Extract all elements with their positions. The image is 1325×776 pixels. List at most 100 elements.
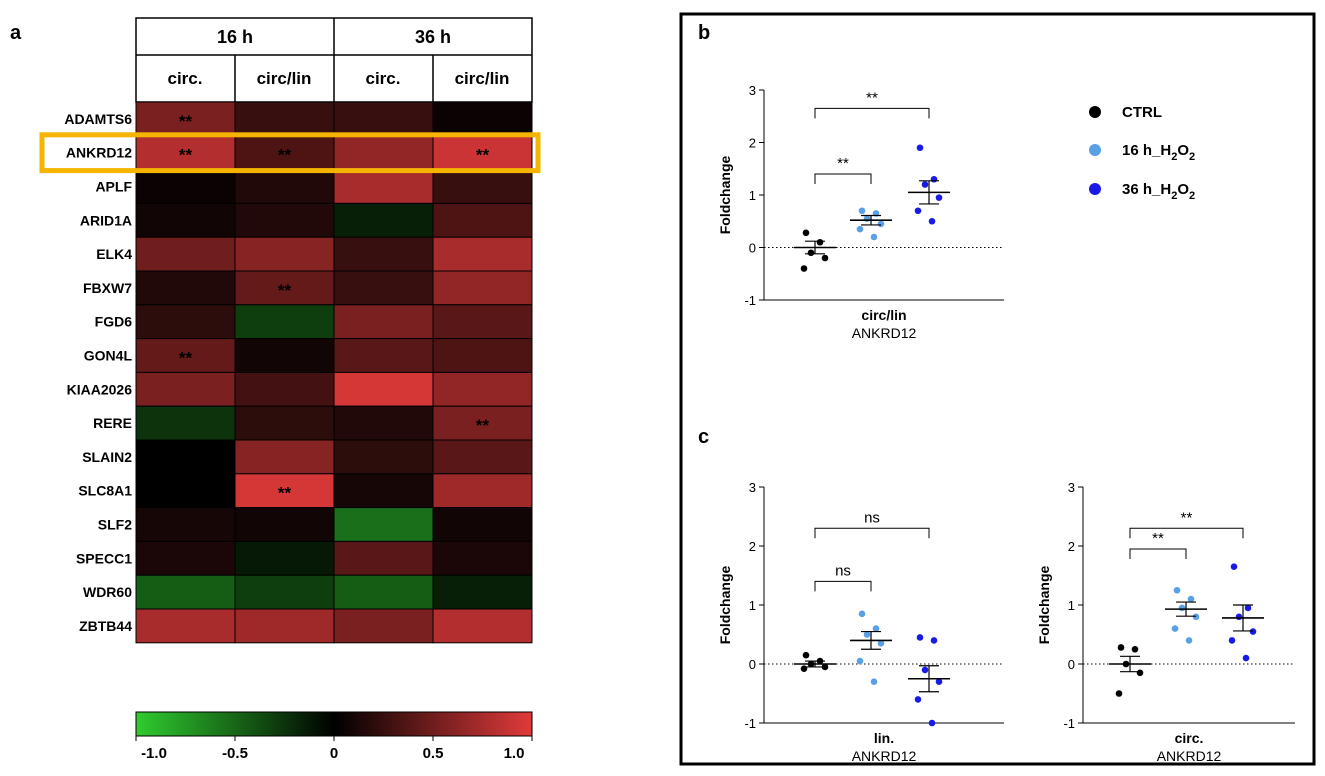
legend-label-text: O [1177,142,1189,159]
heatmap-cell-elk4-0 [135,236,236,272]
heatmap-cell-ankrd12-1 [234,135,335,171]
y-tick-label: 1 [749,598,756,613]
sub-header-3: circ. [366,69,401,88]
heatmap-cell-arid1a-2 [333,202,434,238]
heatmap-cell-rere-3 [432,405,533,441]
significance-label: ns [864,509,880,526]
heatmap-cell-fgd6-1 [234,304,335,340]
legend-label-text: CTRL [1122,104,1162,121]
heatmap-cell-fgd6-3 [432,304,533,340]
gene-label-elk4: ELK4 [96,246,132,262]
data-point-36-h-h2o2 [914,696,922,703]
heatmap-cell-slf2-0 [135,507,236,542]
heatmap-cell-slc8a1-1 [234,473,335,509]
data-point-16-h-h2o2 [1173,586,1181,594]
y-tick-label: 3 [749,83,756,98]
significance-label: ** [1152,530,1164,547]
data-point-16-h-h2o2 [870,678,878,685]
time-header-16h: 16 h [217,27,253,47]
data-point-ctrl [1115,690,1123,697]
heatmap-cell-specc1-3 [432,540,533,576]
significance-label: ** [837,155,849,172]
heatmap-cell-elk4-1 [234,236,335,272]
gene-label-ankrd12: ANKRD12 [66,145,132,161]
heatmap-cell-gon4l-2 [333,338,434,373]
heatmap-cell-wdr60-1 [234,574,335,610]
y-tick-label: 1 [1068,598,1075,613]
legend-label-subscript: 2 [1171,151,1177,163]
gene-label-rere: RERE [93,415,132,431]
heatmap-cell-specc1-0 [135,540,236,576]
heatmap-cell-rere-2 [333,405,434,441]
heatmap-cell-aplf-3 [432,169,533,204]
heatmap-cell-ankrd12-3 [432,135,533,171]
colorbar-bar [135,711,533,737]
panel-label-b: b [698,22,710,44]
colorbar-tick-label: -0.5 [222,745,248,762]
heatmap-cell-kiaa2026-1 [234,371,335,407]
heatmap-cell-zbtb44-0 [135,608,236,644]
heatmap-cell-slain2-1 [234,439,335,475]
y-tick-label: 2 [749,136,756,151]
y-tick-label: 2 [749,539,756,554]
heatmap-cell-zbtb44-3 [432,608,533,644]
legend-label-subscript: 2 [1189,151,1195,163]
data-point-16-h-h2o2 [858,207,866,215]
heatmap-cell-arid1a-3 [432,202,533,238]
data-point-ctrl [807,249,815,257]
heatmap-cell-slf2-3 [432,507,533,542]
heatmap-cell-wdr60-2 [333,574,434,610]
heatmap-cell-gon4l-3 [432,338,533,373]
data-point-36-h-h2o2 [928,719,936,727]
x-axis-label-line1: circ/lin [861,307,906,323]
data-point-16-h-h2o2 [1178,604,1186,612]
y-axis-label: Foldchange [1036,566,1052,645]
panel-bc-frame [679,12,1316,766]
heatmap-cell-zbtb44-2 [333,608,434,644]
gene-label-kiaa2026: KIAA2026 [67,381,133,397]
y-tick-label: 1 [749,188,756,203]
panel-label-c: c [698,426,709,448]
heatmap-cell-fgd6-0 [135,304,236,340]
x-axis-label-line1: circ. [1175,730,1204,746]
data-point-ctrl [1136,669,1144,677]
significance-bracket [814,580,872,592]
heatmap-cell-zbtb44-1 [234,608,335,644]
sub-header-2: circ/lin [257,69,312,88]
heatmap-cell-wdr60-3 [432,574,533,610]
colorbar-tick-label: 0 [330,745,338,762]
data-point-36-h-h2o2 [1242,654,1250,662]
colorbar-tick-label: -1.0 [141,745,167,762]
data-point-36-h-h2o2 [1228,637,1236,644]
heatmap-colorbar: -1.0 -0.5 0 0.5 1.0 [135,711,533,762]
x-axis-label-line2: ANKRD12 [852,748,917,764]
x-axis-label-line1: lin. [874,730,894,746]
heatmap-headers: 16 h 36 h circ. circ/lin circ. circ/lin [135,17,533,103]
x-axis-label-line2: ANKRD12 [1157,748,1222,764]
x-axis-label-line2: ANKRD12 [852,325,917,341]
significance-marker: ** [278,484,292,503]
gene-label-fbxw7: FBXW7 [83,280,132,296]
data-point-16-h-h2o2 [858,610,866,618]
heatmap-cell-kiaa2026-0 [135,371,236,407]
heatmap-cell-fbxw7-1 [234,270,335,306]
heatmap-cell-slc8a1-2 [333,473,434,509]
scatter-plot-b: -1 0 1 2 3 Foldchange circ/lin ANKRD12 ** ** [717,83,1004,341]
heatmap-cell-slc8a1-0 [135,473,236,509]
heatmap-cell-rere-1 [234,405,335,441]
scatter-plot-c-lin: -1 0 1 2 3 Foldchange lin. ANKRD12 ns ns [717,480,1004,764]
heatmap-cell-slc8a1-3 [432,473,533,509]
y-tick-label: -1 [1063,716,1075,731]
significance-marker: ** [278,281,292,300]
heatmap-cell-kiaa2026-3 [432,371,533,407]
data-point-36-h-h2o2 [935,194,943,201]
legend-label-text: 16 h_H [1122,142,1171,159]
legend-label-1: 16 h_H2O2 [1122,142,1195,163]
significance-label: ns [835,562,851,579]
significance-marker: ** [476,146,490,165]
colorbar-tick-label: 0.5 [423,745,444,762]
significance-bracket [814,173,872,184]
data-point-16-h-h2o2 [1187,595,1195,603]
sub-header-1: circ. [168,69,203,88]
gene-label-wdr60: WDR60 [83,584,132,600]
